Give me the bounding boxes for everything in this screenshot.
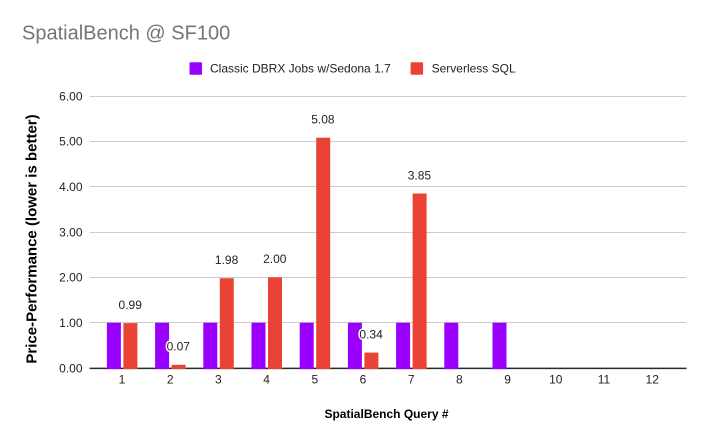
svg-text:7: 7 [408, 373, 415, 387]
svg-text:1.98: 1.98 [215, 253, 239, 267]
svg-text:0.00: 0.00 [59, 361, 83, 375]
svg-text:3.85: 3.85 [408, 168, 432, 182]
svg-text:0.34: 0.34 [359, 327, 383, 341]
svg-text:0.07: 0.07 [167, 340, 191, 354]
svg-text:6: 6 [360, 373, 367, 387]
svg-text:SpatialBench Query #: SpatialBench Query # [324, 407, 448, 421]
svg-text:SpatialBench @ SF100: SpatialBench @ SF100 [22, 22, 230, 44]
svg-text:3.00: 3.00 [59, 225, 83, 239]
svg-text:1.00: 1.00 [59, 316, 83, 330]
svg-text:Classic DBRX Jobs w/Sedona 1.7: Classic DBRX Jobs w/Sedona 1.7 [210, 62, 391, 76]
svg-text:10: 10 [549, 373, 563, 387]
svg-text:2.00: 2.00 [263, 252, 287, 266]
svg-text:11: 11 [598, 373, 611, 387]
svg-text:6.00: 6.00 [59, 89, 83, 103]
svg-text:3: 3 [215, 373, 222, 387]
svg-text:12: 12 [646, 373, 660, 387]
svg-text:1: 1 [119, 373, 126, 387]
svg-text:Price-Performance (lower is be: Price-Performance (lower is better) [23, 114, 40, 363]
svg-text:4.00: 4.00 [59, 180, 83, 194]
svg-text:9: 9 [504, 373, 511, 387]
svg-text:5: 5 [311, 373, 318, 387]
svg-text:2.00: 2.00 [59, 271, 83, 285]
svg-text:4: 4 [263, 373, 270, 387]
svg-text:8: 8 [456, 373, 463, 387]
svg-text:Serverless SQL: Serverless SQL [432, 62, 516, 76]
svg-text:5.00: 5.00 [59, 135, 83, 149]
svg-text:2: 2 [167, 373, 174, 387]
svg-text:0.99: 0.99 [119, 298, 143, 312]
svg-text:5.08: 5.08 [311, 113, 335, 127]
